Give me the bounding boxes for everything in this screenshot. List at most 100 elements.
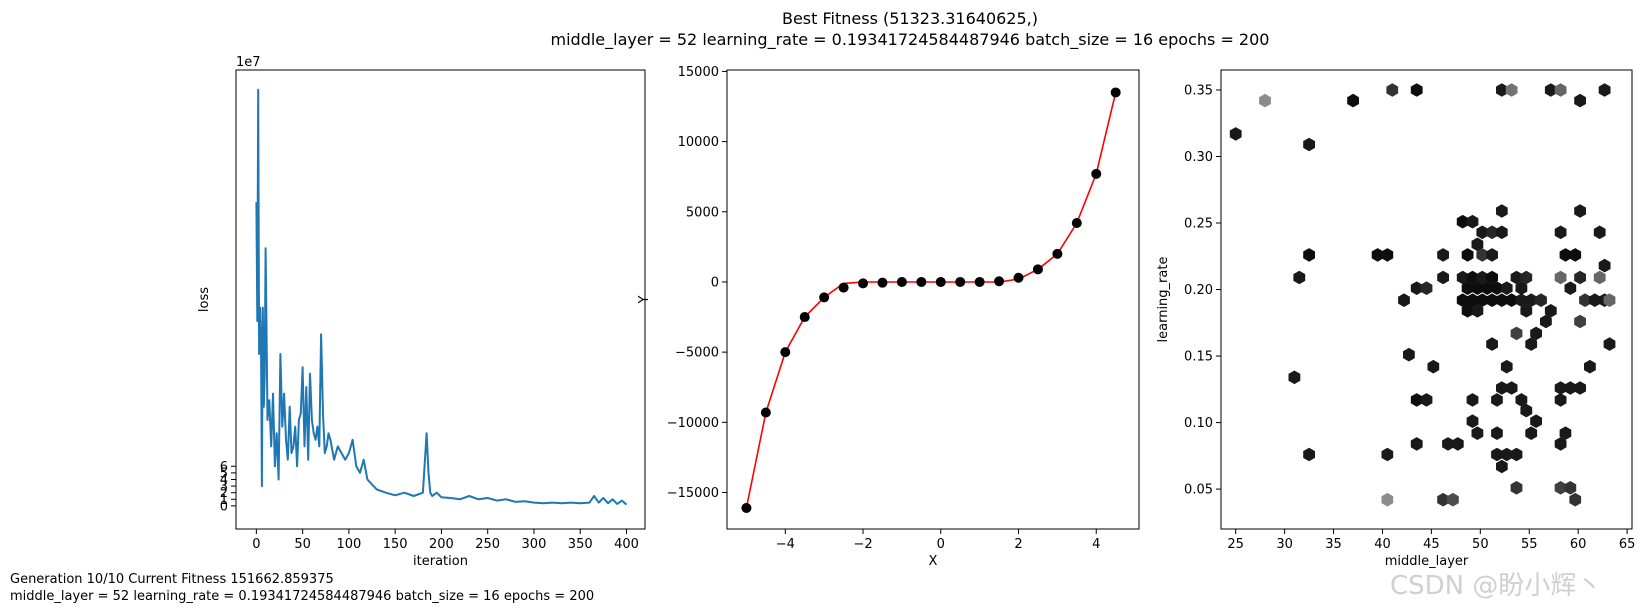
hexbin-cell [1491, 393, 1503, 407]
watermark: CSDN @盼小辉丶 [1390, 571, 1602, 601]
hexbin-cell [1303, 447, 1315, 462]
fit-data-point [935, 276, 946, 287]
fit-data-point [1071, 218, 1082, 228]
loss-xtick-label: 300 [522, 537, 547, 552]
hexbin-cell [1437, 248, 1449, 262]
fit-data-point [1110, 87, 1121, 98]
hex-frame [1220, 69, 1633, 530]
hexbin-cell [1386, 83, 1399, 97]
hexbin-cell [1471, 281, 1484, 295]
fit-xtick-label: 4 [1092, 537, 1100, 552]
hexbin-cell [1491, 447, 1503, 462]
hexbin-cell [1525, 337, 1538, 351]
hexbin-cell [1410, 393, 1423, 407]
hex-xtick-label: 40 [1374, 537, 1391, 552]
fit-ylabel: Y [637, 295, 652, 304]
hexbin-cell [1530, 326, 1542, 341]
hexbin-cell [1530, 414, 1542, 428]
fit-ytick-label: −10000 [667, 416, 719, 431]
footer-line2: middle_layer = 52 learning_rate = 0.1934… [10, 589, 594, 604]
hex-ytick-label: 0.25 [1184, 217, 1213, 232]
hexbin-cell [1544, 83, 1557, 97]
hexbin-cell [1554, 83, 1567, 97]
fit-data-point [799, 312, 810, 323]
fit-data-point [1052, 248, 1063, 259]
hexbin-cell [1588, 293, 1601, 307]
hexbin-cell [1554, 393, 1567, 407]
hexbin-cell [1303, 137, 1315, 152]
hexbin-cell [1491, 281, 1503, 295]
hexbin-cell [1456, 214, 1469, 229]
hexbin-cell [1496, 225, 1508, 240]
hexbin-cell [1259, 93, 1271, 108]
hexbin-cell [1491, 426, 1503, 440]
hex-ytick-label: 0.15 [1184, 350, 1213, 365]
hexbin-cell [1593, 270, 1606, 285]
hexbin-cell [1520, 403, 1533, 418]
hexbin-cell [1471, 304, 1484, 318]
hexbin-cell [1500, 281, 1513, 295]
hex-ytick-label: 0.30 [1184, 150, 1213, 165]
fit-data-point [896, 276, 907, 287]
hex-xtick-label: 60 [1570, 537, 1587, 552]
loss-xtick-label: 350 [568, 537, 593, 552]
hexbin-cell [1496, 83, 1508, 97]
loss-xtick-label: 150 [383, 537, 408, 552]
fit-data-point [780, 347, 791, 358]
hexbin-cell [1371, 248, 1384, 262]
fit-xtick-label: −4 [776, 537, 795, 552]
hex-ylabel: learning_rate [1156, 257, 1171, 343]
loss-ytick-label: 4 [220, 473, 228, 488]
hexbin-cell [1420, 393, 1433, 407]
loss-ytick-label: 2 [220, 486, 228, 501]
hexbin-cell [1496, 459, 1508, 474]
footer-line1: Generation 10/10 Current Fitness 151662.… [10, 572, 334, 587]
hexbin-cell [1427, 359, 1440, 374]
hexbin-cell [1476, 225, 1489, 240]
fit-plot: −4 −2 0 2 4 −15000 −10000 −5000 0 5000 10000 15000 X… [637, 65, 1140, 569]
hexbin-cell [1569, 492, 1582, 507]
loss-frame [235, 69, 646, 530]
hexbin-cell [1288, 370, 1301, 385]
hex-ytick-label: 0.05 [1184, 483, 1213, 498]
hexbin-cell [1574, 270, 1586, 285]
loss-ylabel: loss [197, 287, 212, 312]
loss-xlabel: iteration [413, 554, 468, 569]
hexbin-cell [1574, 204, 1586, 218]
loss-plot: 0 50 100 150 200 250 300 350 4000123456iteration… [197, 55, 646, 569]
hexbin-plot: 25 30 35 40 45 50 55 60 65 0.05 0.10 0.15 0.20 0.25 0.… [1156, 69, 1635, 569]
loss-ytick-label: 3 [220, 480, 228, 495]
fit-ytick-label: 10000 [678, 135, 719, 150]
hexbin-cell [1381, 447, 1394, 462]
hexbin-cell [1603, 337, 1616, 351]
hexbin-cell [1510, 481, 1523, 495]
hex-ytick-label: 0.10 [1184, 416, 1213, 431]
hexbin-cell [1466, 414, 1479, 428]
hexbin-cell [1598, 258, 1611, 273]
fit-ytick-label: 15000 [678, 65, 719, 80]
hexbin-cell [1584, 359, 1596, 374]
hexbin-cell [1293, 270, 1306, 285]
hexbin-cell [1347, 93, 1359, 108]
hexbin-cell [1451, 437, 1464, 451]
hexbin-cell [1481, 281, 1494, 295]
hexbin-cell [1525, 293, 1538, 307]
hexbin-cell [1461, 304, 1474, 318]
hexbin-cell [1554, 270, 1567, 285]
hexbin-cell [1598, 83, 1611, 97]
fit-data-point [1013, 272, 1024, 283]
hexbin-cell [1447, 492, 1459, 507]
fit-ytick-label: −5000 [675, 346, 719, 361]
hexbin-cell [1486, 225, 1498, 240]
suptitle-line2: middle_layer = 52 learning_rate = 0.1934… [551, 30, 1270, 50]
fit-data-point [741, 502, 752, 513]
fit-data-point [819, 292, 830, 303]
fit-data-point [974, 276, 985, 287]
hexbin-cell [1466, 393, 1479, 407]
loss-xtick-label: 0 [252, 537, 260, 552]
suptitle-line1: Best Fitness (51323.31640625,) [782, 9, 1038, 28]
fit-xtick-label: 0 [937, 537, 945, 552]
hex-ytick-label: 0.20 [1184, 283, 1213, 298]
hexbin-cell [1466, 293, 1479, 307]
hexbin-cell [1510, 326, 1523, 341]
